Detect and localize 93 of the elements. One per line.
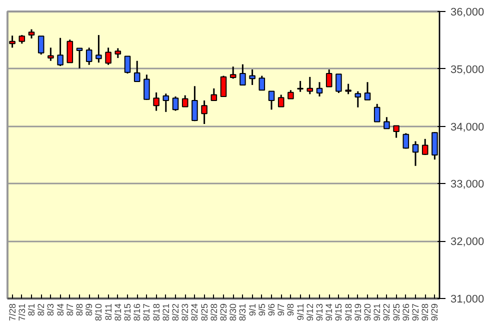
candlestick <box>28 28 35 40</box>
y-tick-label: 35,000 <box>450 64 484 76</box>
candlestick <box>306 76 314 95</box>
y-tick-label: 36,000 <box>450 6 484 18</box>
x-tick-label: 9/6 <box>266 303 276 316</box>
candlestick <box>66 38 74 64</box>
candlestick <box>153 92 160 112</box>
y-tick-label: 31,000 <box>450 294 484 306</box>
candlestick <box>249 68 256 86</box>
x-tick-label: 9/26 <box>400 303 411 322</box>
x-tick-label: 9/5 <box>256 303 267 316</box>
candlestick <box>86 46 92 66</box>
y-tick-label: 33,000 <box>450 178 484 191</box>
candlestick <box>57 37 64 67</box>
candlestick <box>230 66 236 80</box>
candlestick <box>354 90 362 108</box>
x-tick-label: 8/18 <box>151 303 162 322</box>
x-tick-label: 9/13 <box>314 303 324 322</box>
candlestick <box>345 83 352 95</box>
candlestick <box>105 46 112 66</box>
candlestick <box>96 34 102 64</box>
x-tick-label: 8/9 <box>84 303 94 316</box>
candlestick <box>162 92 170 113</box>
x-tick-label: 8/11 <box>103 303 114 320</box>
x-tick-label: 9/18 <box>343 303 354 322</box>
candlestick <box>412 140 419 167</box>
candlestick <box>336 73 342 94</box>
candlestick <box>172 96 179 112</box>
candlestick <box>201 100 208 125</box>
x-tick-label: 8/29 <box>218 303 228 322</box>
candlestick <box>326 68 332 88</box>
x-tick-label: 8/21 <box>160 303 171 322</box>
x-tick-label: 9/14 <box>324 303 334 322</box>
candlestick <box>393 124 400 139</box>
x-tick-label: 9/1 <box>247 303 258 316</box>
x-tick-label: 8/1 <box>26 303 36 316</box>
x-tick-label: 8/25 <box>199 303 210 322</box>
x-tick-label: 9/27 <box>410 303 420 322</box>
candlestick <box>402 132 410 150</box>
candlestick <box>422 138 428 156</box>
candlestick <box>38 35 44 56</box>
candlestick <box>48 46 54 62</box>
y-tick-label: 32,000 <box>450 236 484 248</box>
candlestick <box>210 88 218 102</box>
x-tick-label: 7/28 <box>7 303 18 322</box>
candlestick <box>374 103 380 122</box>
x-tick-label: 8/28 <box>208 303 219 322</box>
candlestick <box>124 56 131 74</box>
x-tick-label: 7/31 <box>16 303 27 322</box>
x-tick-label: 8/2 <box>36 303 46 316</box>
x-tick-label: 9/25 <box>391 303 402 322</box>
x-tick-label: 9/11 <box>295 303 306 320</box>
x-tick-label: 9/7 <box>276 303 286 316</box>
candlestick <box>114 47 122 59</box>
x-tick-label: 8/4 <box>55 303 66 316</box>
x-tick-label: 9/20 <box>362 303 372 322</box>
x-tick-label: 8/30 <box>228 303 238 322</box>
x-tick-label: 8/14 <box>112 303 123 322</box>
candlestick <box>316 81 323 98</box>
candlestick <box>9 34 16 48</box>
candlestick <box>144 74 150 101</box>
candlestick <box>258 75 266 91</box>
x-tick-label: 9/29 <box>430 303 440 322</box>
candlestick <box>297 80 304 93</box>
candlestick <box>364 81 371 101</box>
x-tick-label: 9/15 <box>334 303 344 322</box>
x-tick-label: 8/23 <box>180 303 190 322</box>
candlestick <box>268 90 275 110</box>
x-tick-label: 8/22 <box>170 303 180 322</box>
x-tick-label: 8/17 <box>142 303 152 322</box>
x-tick-label: 9/12 <box>304 303 315 322</box>
x-tick-label: 8/8 <box>74 303 84 316</box>
x-tick-label: 8/15 <box>122 303 132 322</box>
candlestick <box>220 75 227 98</box>
candlestick <box>134 60 140 82</box>
candlestick <box>278 94 284 108</box>
x-tick-label: 9/19 <box>352 303 363 322</box>
candlestick <box>384 116 390 130</box>
x-tick-label: 8/16 <box>132 303 142 322</box>
x-tick-label: 9/21 <box>372 303 382 322</box>
x-tick-label: 9/28 <box>420 303 430 322</box>
y-tick-label: 34,000 <box>450 121 484 134</box>
candlestick <box>240 64 246 86</box>
x-tick-label: 8/7 <box>64 303 75 316</box>
x-tick-label: 8/10 <box>94 303 104 322</box>
x-tick-label: 9/22 <box>382 303 392 322</box>
candlestick <box>182 94 188 108</box>
candlestick <box>192 85 198 122</box>
x-tick-label: 8/24 <box>190 303 200 322</box>
x-tick-label: 8/3 <box>46 303 56 316</box>
x-tick-label: 9/8 <box>286 303 296 316</box>
x-tick-label: 8/31 <box>238 303 248 322</box>
candlestick <box>76 47 83 70</box>
